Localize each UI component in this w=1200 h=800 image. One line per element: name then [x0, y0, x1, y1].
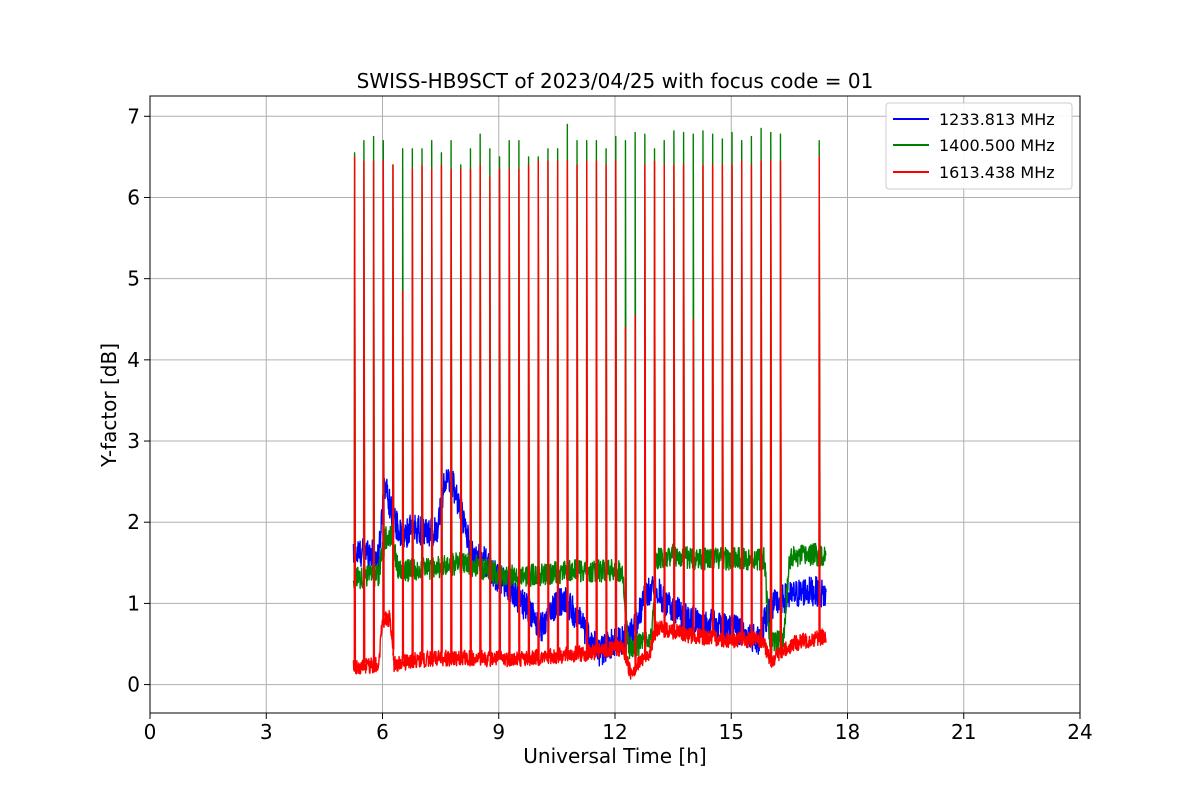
legend-label-series-1: 1233.813 MHz	[939, 110, 1055, 129]
legend: 1233.813 MHz 1400.500 MHz 1613.438 MHz	[885, 102, 1073, 190]
chart-title: SWISS-HB9SCT of 2023/04/25 with focus co…	[357, 69, 874, 93]
y-tick-label: 0	[127, 673, 140, 697]
y-tick-label: 4	[127, 348, 140, 372]
x-tick-label: 24	[1067, 720, 1092, 744]
x-tick-label: 6	[376, 720, 389, 744]
x-axis-label: Universal Time [h]	[523, 744, 706, 768]
x-tick-label: 0	[144, 720, 157, 744]
x-tick-label: 15	[719, 720, 744, 744]
series-line-3	[352, 156, 827, 680]
x-tick-label: 21	[951, 720, 976, 744]
legend-label-series-3: 1613.438 MHz	[939, 163, 1055, 182]
x-tick-label: 3	[260, 720, 273, 744]
legend-box	[885, 102, 1073, 190]
x-tick-label: 18	[835, 720, 860, 744]
y-tick-label: 7	[127, 104, 140, 128]
x-tick-label: 12	[602, 720, 627, 744]
y-tick-label: 1	[127, 591, 140, 615]
legend-label-series-2: 1400.500 MHz	[939, 136, 1055, 155]
y-tick-label: 5	[127, 267, 140, 291]
series-layer	[352, 123, 827, 680]
y-tick-label: 2	[127, 510, 140, 534]
y-tick-label: 3	[127, 429, 140, 453]
x-tick-label: 9	[492, 720, 505, 744]
y-tick-label: 6	[127, 185, 140, 209]
y-axis-label: Y-factor [dB]	[97, 343, 121, 468]
